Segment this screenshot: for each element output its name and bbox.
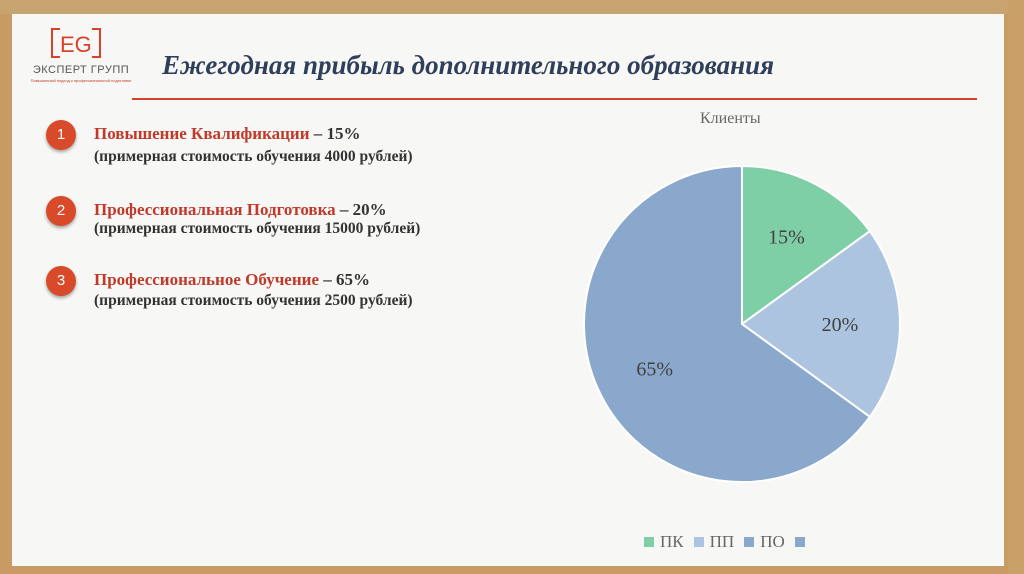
legend-item: ПО bbox=[744, 532, 785, 552]
chart-legend: ПК ПП ПО bbox=[644, 530, 821, 554]
logo-mark-text: EG bbox=[60, 32, 92, 57]
item-heading: Профессиональная Подготовка – 20% bbox=[94, 200, 387, 220]
item-cost: (примерная стоимость обучения 2500 рубле… bbox=[94, 292, 413, 309]
number-badge: 2 bbox=[46, 196, 76, 226]
legend-label: ПП bbox=[709, 532, 735, 551]
logo-mark-icon: EG bbox=[51, 28, 101, 58]
item-share: – 15% bbox=[309, 124, 361, 143]
company-logo: EG ЭКСПЕРТ ГРУПП Повышенный подход к про… bbox=[22, 26, 140, 96]
legend-swatch bbox=[693, 537, 704, 547]
pie-chart: 15% 20% 65% bbox=[583, 164, 901, 483]
item-share: – 20% bbox=[335, 200, 387, 219]
pie-slice-пк bbox=[741, 164, 872, 326]
legend-swatch bbox=[794, 537, 805, 547]
slide: EG ЭКСПЕРТ ГРУПП Повышенный подход к про… bbox=[12, 14, 1004, 566]
legend-label: ПК bbox=[660, 532, 684, 551]
item-name: Профессиональная Подготовка bbox=[94, 200, 336, 219]
number-badge: 1 bbox=[46, 120, 76, 150]
legend-item: ПК bbox=[644, 532, 684, 552]
legend-item: ПП bbox=[693, 532, 735, 552]
pie-data-label: 65% bbox=[636, 358, 673, 380]
pie-slice-пп bbox=[740, 229, 901, 419]
item-share: – 65% bbox=[318, 270, 370, 289]
title-divider bbox=[132, 98, 977, 100]
legend-swatch bbox=[644, 537, 654, 547]
slide-title: Ежегодная прибыль дополнительного образо… bbox=[162, 50, 775, 80]
legend-swatch bbox=[744, 537, 755, 547]
item-cost: (примерная стоимость обучения 15000 рубл… bbox=[94, 220, 421, 237]
item-name: Профессиональное Обучение bbox=[94, 270, 319, 289]
item-name: Повышение Квалификации bbox=[94, 124, 310, 143]
wood-background-right bbox=[1008, 0, 1024, 574]
pie-data-label: 15% bbox=[768, 227, 805, 249]
number-badge: 3 bbox=[46, 266, 76, 296]
legend-item bbox=[794, 537, 811, 547]
chart-title: Клиенты bbox=[700, 110, 761, 127]
logo-company-name: ЭКСПЕРТ ГРУПП bbox=[32, 64, 130, 76]
logo-tagline: Повышенный подход к профессиональной под… bbox=[30, 78, 132, 83]
pie-slice-по bbox=[583, 164, 872, 483]
item-heading: Повышение Квалификации – 15% bbox=[94, 124, 361, 144]
item-heading: Профессиональное Обучение – 65% bbox=[94, 270, 370, 290]
wood-background-top bbox=[0, 0, 1024, 14]
pie-data-label: 20% bbox=[822, 314, 859, 336]
legend-label: ПО bbox=[760, 532, 785, 551]
item-cost: (примерная стоимость обучения 4000 рубле… bbox=[94, 148, 413, 165]
